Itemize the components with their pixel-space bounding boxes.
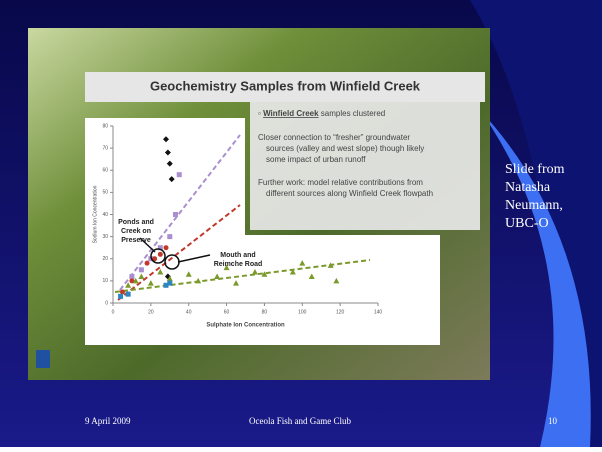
point: [327, 262, 334, 268]
side-note: Slide from: [505, 162, 565, 177]
point: [138, 273, 145, 279]
annotation: Mouth and: [220, 252, 255, 259]
point: [163, 245, 169, 251]
y-tick-label: 60: [102, 168, 108, 174]
bullet-line: some impact of urban runoff: [266, 155, 366, 164]
point: [261, 271, 268, 277]
point: [185, 271, 192, 277]
annotation: Preserve: [121, 237, 151, 244]
swoosh: [480, 110, 591, 447]
trend-line: [119, 134, 241, 291]
x-tick-label: 20: [148, 309, 154, 315]
point: [176, 172, 182, 178]
x-tick-label: 120: [336, 309, 345, 315]
bullet-box: [250, 102, 480, 230]
y-axis-label: Sodium Ion Concentration: [92, 185, 98, 243]
trend-line: [117, 204, 241, 301]
point: [129, 278, 135, 284]
x-tick-label: 60: [224, 309, 230, 315]
arrow: [177, 254, 211, 263]
point: [138, 267, 144, 273]
y-tick-label: 40: [102, 212, 108, 218]
point: [308, 273, 315, 279]
side-note: Neumann,: [505, 198, 563, 213]
chart-box: [85, 235, 440, 345]
annotation: Creek on: [121, 228, 151, 235]
title-bar: [85, 72, 485, 102]
footer-title: Oceola Fish and Game Club: [249, 416, 351, 426]
y-tick-label: 70: [102, 145, 108, 151]
annotation: Reimche Road: [214, 261, 263, 268]
point: [157, 269, 164, 275]
point: [157, 245, 163, 251]
y-tick-label: 80: [102, 123, 108, 129]
y-tick-label: 10: [102, 278, 108, 284]
page-number: 10: [548, 416, 558, 426]
point: [125, 282, 132, 288]
y-tick-label: 20: [102, 256, 108, 262]
point: [333, 277, 340, 284]
point: [125, 291, 131, 297]
point: [168, 176, 175, 183]
point: [166, 160, 173, 167]
x-tick-label: 140: [374, 309, 383, 315]
x-tick-label: 80: [262, 309, 268, 315]
point: [157, 251, 163, 257]
y-tick-label: 0: [105, 300, 108, 306]
point: [214, 273, 221, 279]
x-tick-label: 0: [112, 309, 115, 315]
point: [167, 280, 173, 286]
logo: [36, 350, 50, 368]
point: [119, 289, 125, 295]
image-title: Geochemistry Samples from Winfield Creek: [150, 78, 421, 93]
bullet-line: Further work: model relative contributio…: [258, 178, 423, 187]
y-tick-label: 30: [102, 234, 108, 240]
bullet-line: Closer connection to “fresher” groundwat…: [258, 133, 410, 142]
point: [251, 269, 258, 275]
point: [144, 260, 150, 266]
trend-line: [114, 259, 371, 293]
x-axis-label: Sulphate Ion Concentration: [206, 323, 285, 329]
side-note: UBC-O: [505, 216, 549, 231]
point: [147, 280, 154, 286]
point: [152, 256, 158, 262]
point: [223, 264, 230, 271]
point: [163, 136, 169, 143]
point: [167, 234, 173, 240]
bullet-line: different sources along Winfield Creek f…: [266, 189, 433, 198]
x-tick-label: 100: [298, 309, 307, 315]
point: [118, 293, 124, 299]
point: [233, 280, 240, 286]
arrow: [139, 237, 156, 253]
footer-date: 9 April 2009: [85, 416, 131, 426]
x-tick-label: 40: [186, 309, 192, 315]
highlight: [150, 248, 166, 264]
point: [172, 212, 178, 217]
point: [299, 260, 306, 266]
bullet: ▫ Winfield Creek samples clustered: [258, 109, 385, 118]
side-note: Natasha: [505, 180, 551, 195]
point: [129, 273, 135, 279]
bullet-line: sources (valley and west slope) though l…: [266, 144, 424, 153]
point: [163, 282, 169, 288]
point: [166, 275, 173, 282]
y-tick-label: 50: [102, 190, 108, 196]
point: [132, 277, 139, 284]
point: [164, 149, 171, 156]
point: [195, 277, 202, 284]
annotation: Ponds and: [118, 219, 154, 226]
point: [289, 269, 296, 275]
